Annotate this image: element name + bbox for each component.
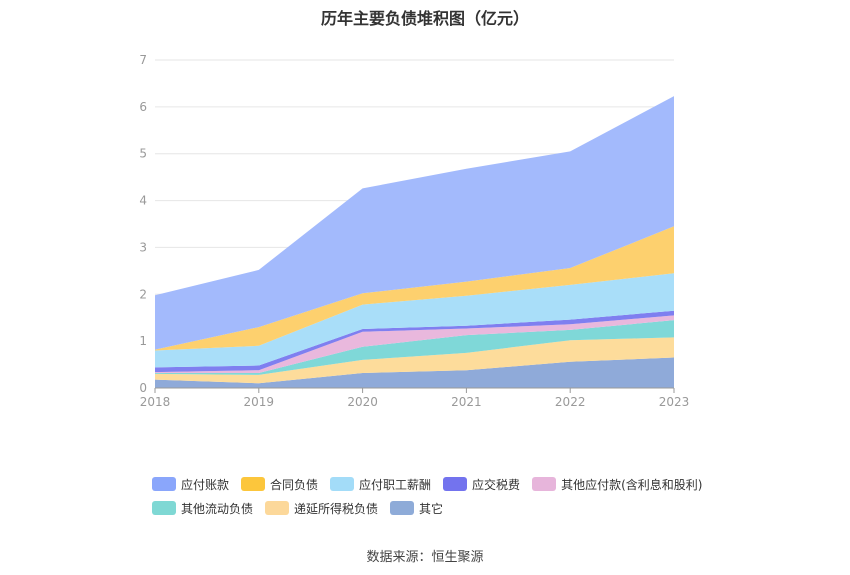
x-tick-label: 2018 (140, 395, 171, 409)
legend-label: 合同负债 (270, 477, 319, 492)
legend-label: 其它 (419, 501, 444, 516)
y-tick-label: 3 (139, 240, 147, 254)
area-series-4 (155, 310, 674, 373)
chart-title: 历年主要负债堆积图（亿元） (320, 9, 529, 28)
y-tick-label: 0 (139, 381, 147, 395)
x-tick-label: 2023 (659, 395, 690, 409)
legend-swatch (265, 501, 290, 515)
area-series-2 (155, 320, 674, 375)
legend-item[interactable]: 其它 (390, 500, 443, 517)
x-tick-label: 2021 (451, 395, 482, 409)
legend-label: 递延所得税负债 (294, 501, 379, 516)
legend-label: 应付账款 (181, 477, 230, 492)
legend-item[interactable]: 其他流动负债 (152, 500, 253, 517)
legend: 应付账款 合同负债 应付职工薪酬 应交税费 其他应付款(含利息和股利) 其他流动负债 递延所… (152, 472, 732, 520)
area-series-3 (155, 315, 674, 373)
legend-item[interactable]: 递延所得税负债 (265, 500, 378, 517)
x-tick-label: 2022 (555, 395, 586, 409)
legend-swatch (152, 477, 176, 491)
area-chart: 0 1 2 3 4 5 6 7 2018 2019 2020 2021 2022 2023 (139, 53, 690, 409)
legend-swatch (241, 477, 266, 491)
x-tick-label: 2019 (244, 395, 275, 409)
legend-swatch (152, 501, 176, 515)
legend-item[interactable]: 应交税费 (443, 476, 520, 493)
legend-item[interactable]: 应付账款 (152, 476, 229, 493)
y-tick-label: 4 (139, 194, 147, 208)
legend-swatch (330, 477, 355, 491)
y-tick-label: 1 (139, 334, 147, 348)
legend-label: 其他流动负债 (181, 501, 254, 516)
legend-row: 应付账款 合同负债 应付职工薪酬 应交税费 其他应付款(含利息和股利) (152, 472, 732, 496)
y-tick-label: 5 (139, 147, 147, 161)
area-series-7 (155, 96, 674, 350)
y-tick-label: 7 (139, 53, 147, 67)
legend-swatch (532, 477, 557, 491)
legend-item[interactable]: 其他应付款(含利息和股利) (532, 476, 702, 493)
legend-item[interactable]: 合同负债 (241, 476, 318, 493)
area-series-5 (155, 273, 674, 368)
x-tick-label: 2020 (347, 395, 378, 409)
area-series-6 (155, 226, 674, 351)
area-series-1 (155, 337, 674, 384)
legend-swatch (443, 477, 468, 491)
y-tick-label: 2 (139, 287, 147, 301)
y-tick-label: 6 (139, 100, 147, 114)
legend-label: 应交税费 (472, 477, 521, 492)
data-source-note: 数据来源：恒生聚源 (366, 550, 484, 565)
legend-row: 其他流动负债 递延所得税负债 其它 (152, 496, 732, 520)
legend-item[interactable]: 应付职工薪酬 (330, 476, 431, 493)
legend-swatch (390, 501, 415, 515)
legend-label: 应付职工薪酬 (359, 477, 432, 492)
legend-label: 其他应付款(含利息和股利) (561, 477, 703, 492)
area-series-0 (155, 357, 674, 388)
